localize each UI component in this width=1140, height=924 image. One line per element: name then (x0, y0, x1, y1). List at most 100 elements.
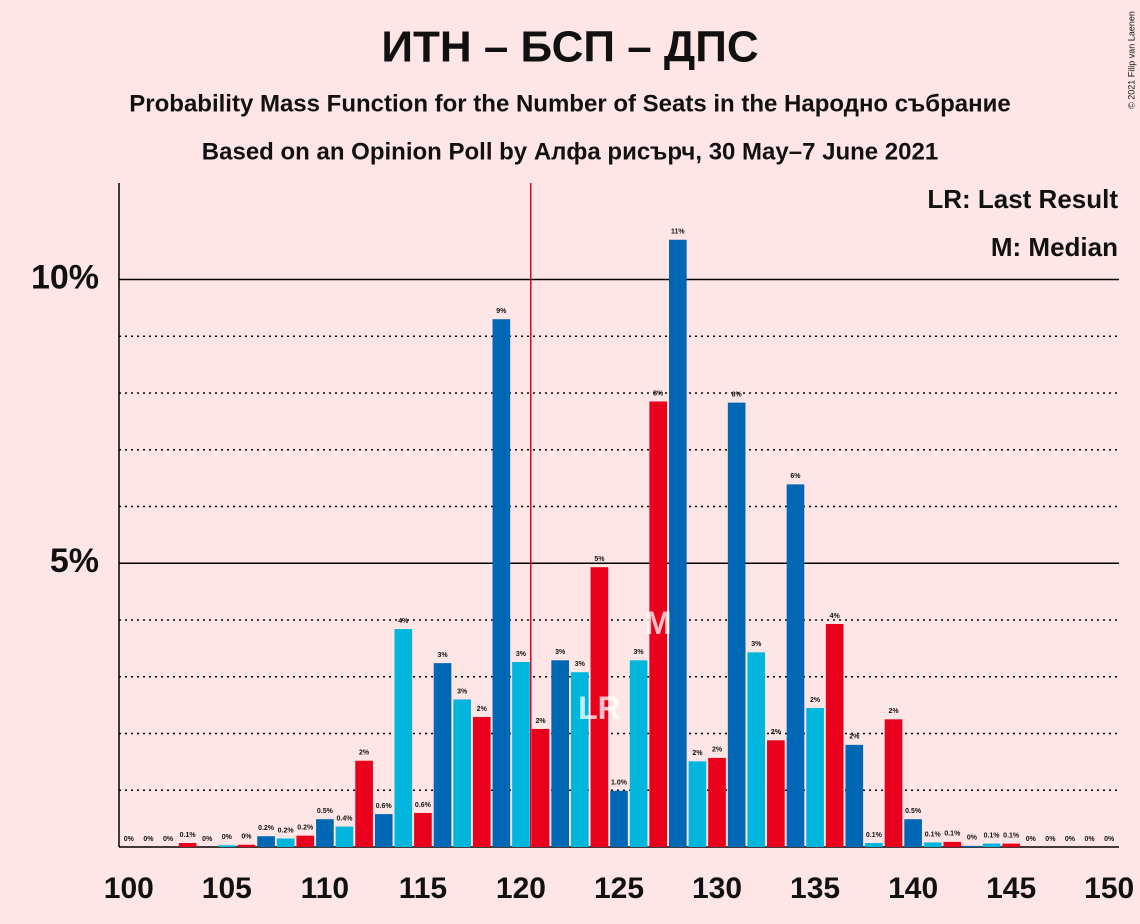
x-tick-label: 115 (399, 872, 447, 905)
x-tick-label: 130 (692, 872, 742, 905)
bar (218, 845, 236, 847)
value-label: 2% (692, 750, 703, 757)
bar (531, 728, 550, 847)
value-label: 0% (124, 836, 135, 843)
bar (296, 835, 315, 847)
x-tick-label: 135 (790, 872, 840, 905)
bar (472, 717, 491, 847)
value-label: 0% (163, 836, 174, 843)
value-label: 0% (241, 834, 252, 841)
value-label: 9% (496, 308, 507, 315)
bar (669, 239, 687, 847)
value-label: 0.1% (925, 831, 942, 838)
bar (414, 812, 432, 847)
value-label: 6% (790, 473, 801, 480)
value-label: 0% (1104, 836, 1115, 843)
chart-title: ИТН – БСП – ДПС (381, 23, 758, 72)
y-tick-label: 10% (31, 258, 99, 296)
x-tick-label: 120 (496, 872, 546, 905)
value-label: 0% (1026, 836, 1037, 843)
value-label: 1.0% (611, 780, 628, 787)
value-label: 2% (849, 734, 860, 741)
bar (904, 819, 922, 847)
bar (943, 841, 962, 847)
value-label: 0.1% (944, 831, 961, 838)
value-label: 0% (202, 836, 213, 843)
value-label: 3% (751, 641, 762, 648)
value-label: 2% (359, 750, 370, 757)
value-label: 0.2% (258, 825, 275, 832)
bar (610, 790, 628, 847)
value-label: 0.1% (984, 832, 1001, 839)
value-label: 2% (771, 729, 782, 736)
value-label: 3% (575, 661, 586, 668)
bar (982, 843, 1001, 847)
value-label: 0% (143, 836, 154, 843)
value-label: 0.5% (905, 808, 922, 815)
value-label: 3% (516, 651, 527, 658)
bar (688, 761, 707, 847)
bar (570, 672, 589, 847)
annotation: LR (578, 690, 621, 726)
bar (590, 567, 609, 847)
value-label: 0% (1085, 836, 1096, 843)
value-label: 4% (830, 613, 841, 620)
bar (806, 707, 824, 847)
bar (884, 719, 903, 847)
bar (551, 660, 569, 847)
x-tick-label: 125 (594, 872, 644, 905)
chart-subtitle: Probability Mass Function for the Number… (129, 90, 1010, 117)
bar (316, 819, 334, 847)
bar (178, 843, 197, 847)
x-tick-label: 150 (1084, 872, 1134, 905)
bar (335, 826, 354, 847)
bar (276, 838, 295, 847)
value-label: 8% (653, 390, 664, 397)
bar (433, 663, 452, 847)
bar (1002, 843, 1020, 847)
annotation: M (645, 605, 672, 641)
value-label: 2% (810, 697, 821, 704)
bar (394, 629, 413, 847)
x-tick-label: 110 (301, 872, 349, 905)
value-label: 0% (1065, 836, 1076, 843)
value-label: 11% (671, 229, 685, 236)
value-label: 2% (536, 718, 547, 725)
value-label: 2% (477, 706, 488, 713)
x-tick-label: 140 (888, 872, 938, 905)
copyright: © 2021 Filip van Laenen (1126, 11, 1136, 109)
value-label: 0.4% (337, 815, 354, 822)
bar (845, 744, 864, 847)
bar (355, 760, 373, 847)
bar (649, 401, 668, 847)
value-label: 4% (398, 618, 409, 625)
bar (492, 319, 511, 847)
bar (865, 843, 883, 847)
bar (237, 844, 256, 847)
value-label: 3% (437, 652, 448, 659)
bar (453, 699, 471, 847)
bar (257, 836, 275, 847)
value-label: 0% (1045, 836, 1056, 843)
x-tick-label: 145 (986, 872, 1036, 905)
value-label: 2% (712, 747, 723, 754)
bar (747, 652, 766, 847)
legend-entry: M: Median (991, 232, 1118, 262)
bar (374, 814, 393, 847)
value-label: 0.5% (317, 808, 334, 815)
chart-subtitle: Based on an Opinion Poll by Алфа рисърч,… (202, 138, 938, 165)
bar (708, 757, 726, 847)
value-label: 0.1% (1003, 832, 1020, 839)
value-label: 0.1% (180, 832, 197, 839)
value-label: 0% (967, 835, 978, 842)
bar (512, 661, 530, 847)
value-label: 3% (634, 649, 645, 656)
legend-entry: LR: Last Result (927, 184, 1118, 214)
value-label: 3% (555, 649, 566, 656)
value-label: 2% (888, 708, 899, 715)
value-label: 8% (732, 391, 743, 398)
x-tick-label: 105 (202, 872, 252, 905)
value-label: 0.2% (278, 827, 295, 834)
bar (923, 842, 942, 847)
